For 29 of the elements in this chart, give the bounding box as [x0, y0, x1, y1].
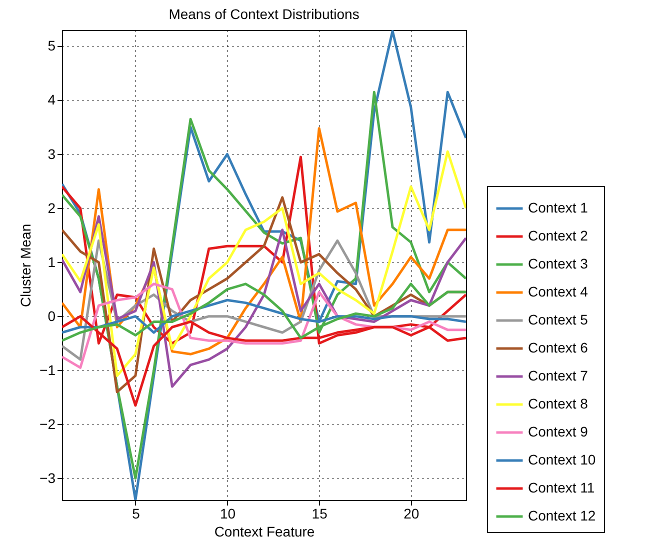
x-tick-label: 15	[312, 506, 328, 522]
y-tick-label: 2	[48, 200, 56, 216]
x-tick-label: 10	[220, 506, 236, 522]
legend-label: Context 2	[528, 228, 588, 244]
y-tick-label: −3	[40, 470, 56, 486]
legend-label: Context 4	[528, 284, 588, 300]
x-tick-label: 20	[404, 506, 420, 522]
chart-title: Means of Context Distributions	[168, 6, 360, 22]
legend-label: Context 11	[528, 480, 595, 496]
legend-label: Context 6	[528, 340, 588, 356]
line-series	[62, 150, 466, 377]
legend-label: Context 5	[528, 312, 588, 328]
y-tick-label: 1	[48, 254, 56, 270]
legend-label: Context 12	[528, 508, 596, 524]
x-tick-label: 5	[132, 506, 140, 522]
legend-label: Context 9	[528, 424, 588, 440]
y-axis-title: Cluster Mean	[18, 224, 34, 308]
legend-label: Context 1	[528, 200, 588, 216]
legend-label: Context 10	[528, 452, 596, 468]
y-tick-label: 3	[48, 146, 56, 162]
x-axis-title: Context Feature	[214, 524, 315, 540]
legend-label: Context 3	[528, 256, 588, 272]
y-tick-label: −1	[40, 362, 56, 378]
y-tick-label: 0	[48, 308, 56, 324]
y-tick-label: 4	[48, 92, 56, 108]
y-tick-label: 5	[48, 38, 56, 54]
y-tick-label: −2	[40, 416, 56, 432]
legend-label: Context 7	[528, 368, 588, 384]
legend-label: Context 8	[528, 396, 588, 412]
